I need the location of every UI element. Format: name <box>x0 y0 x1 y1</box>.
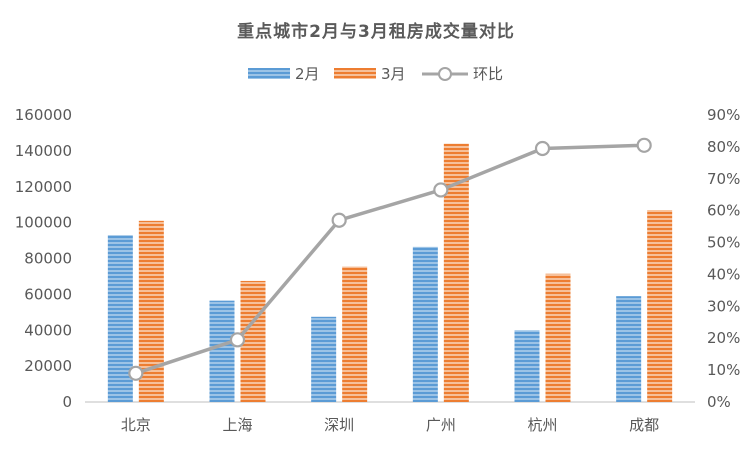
y-left-tick-label: 100000 <box>15 214 72 232</box>
y-left-tick-label: 120000 <box>15 178 72 196</box>
bar-3月-成都 <box>647 210 673 402</box>
x-category-label: 成都 <box>629 416 659 434</box>
legend-swatch-3月 <box>334 68 376 79</box>
legend-item-2月: 2月 <box>248 65 320 83</box>
x-category-label: 北京 <box>121 416 151 434</box>
y-right-tick-label: 10% <box>707 361 740 379</box>
y-left-tick-label: 0 <box>62 393 72 411</box>
point-环比-深圳 <box>331 212 347 228</box>
chart-title: 重点城市2月与3月租房成交量对比 <box>237 21 515 42</box>
x-category-label: 广州 <box>426 416 456 434</box>
line-series <box>128 137 652 381</box>
y-left-tick-label: 80000 <box>24 250 72 268</box>
y-right-tick-label: 20% <box>707 329 740 347</box>
bar-2月-广州 <box>412 246 438 402</box>
bar-2月-深圳 <box>311 316 337 402</box>
y-right-tick-label: 40% <box>707 265 740 283</box>
y-left-tick-label: 40000 <box>24 321 72 339</box>
x-axis-categories: 北京 上海 深圳 广州 杭州 成都 <box>121 416 659 434</box>
y-axis-left: 0 20000 40000 60000 80000 100000 120000 140000 1… <box>15 106 72 411</box>
point-环比-杭州 <box>534 140 551 157</box>
y-right-tick-label: 70% <box>707 170 740 188</box>
bar-2月-杭州 <box>514 330 540 402</box>
point-环比-成都 <box>636 137 652 153</box>
bar-series <box>107 143 673 402</box>
bar-3月-杭州 <box>545 273 571 402</box>
x-category-label: 上海 <box>222 416 252 434</box>
legend-label-3月: 3月 <box>381 65 406 83</box>
x-category-label: 深圳 <box>324 416 354 434</box>
legend-label-2月: 2月 <box>295 65 320 83</box>
legend-item-3月: 3月 <box>334 65 406 83</box>
legend-swatch-2月 <box>248 68 290 79</box>
legend-marker-环比 <box>438 67 452 81</box>
point-环比-北京 <box>128 365 144 381</box>
y-left-tick-label: 20000 <box>24 357 72 375</box>
legend-item-环比: 环比 <box>422 65 503 83</box>
y-left-tick-label: 60000 <box>24 285 72 303</box>
point-环比-上海 <box>229 332 246 348</box>
line-环比 <box>135 143 645 375</box>
y-right-tick-label: 30% <box>707 297 740 315</box>
legend: 2月 3月 环比 <box>248 65 503 83</box>
bar-2月-成都 <box>616 296 642 402</box>
legend-label-环比: 环比 <box>473 65 503 83</box>
bar-3月-深圳 <box>342 266 368 402</box>
x-category-label: 杭州 <box>527 416 557 434</box>
y-right-tick-label: 50% <box>707 234 740 252</box>
bar-2月-北京 <box>107 235 133 402</box>
bar-2月-上海 <box>209 300 235 402</box>
y-right-tick-label: 0% <box>707 393 731 411</box>
y-left-tick-label: 140000 <box>15 142 72 160</box>
y-right-tick-label: 80% <box>707 138 740 156</box>
y-left-tick-label: 160000 <box>15 106 72 124</box>
y-axis-right: 0% 10% 20% 30% 40% 50% 60% 70% 80% 90% <box>707 106 740 411</box>
y-right-tick-label: 60% <box>707 202 740 220</box>
point-环比-广州 <box>433 182 449 198</box>
y-right-tick-label: 90% <box>707 106 740 124</box>
